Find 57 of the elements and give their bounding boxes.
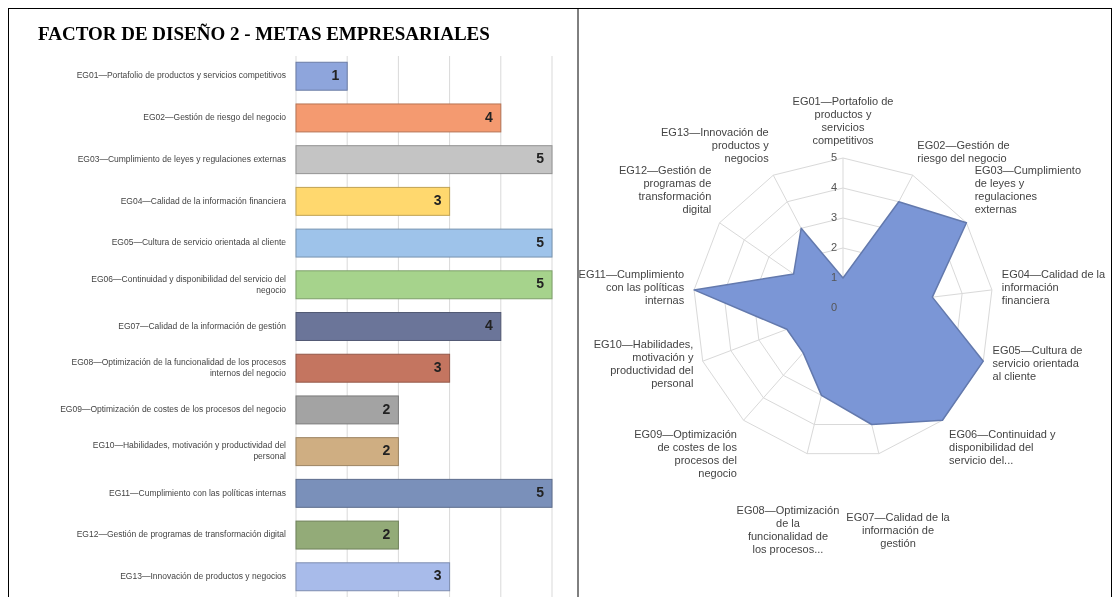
- y-tick-label: EG06—Continuidad y disponibilidad del servicio del negocio: [91, 273, 287, 295]
- data-label: 3: [433, 567, 442, 584]
- data-label: 4: [485, 108, 493, 125]
- y-tick-label: EG08—Optimización de la funcionalidad de los procesos internos del negocio: [71, 356, 287, 378]
- y-tick-label: EG09—Optimización de costes de los procesos del negocio: [60, 404, 287, 415]
- chart-title: FACTOR DE DISEÑO 2 - METAS EMPRESARIALES: [38, 23, 490, 44]
- data-label: 5: [536, 484, 545, 501]
- y-tick-label: EG05—Cultura de servicio orientada al cliente: [111, 237, 287, 248]
- spoke-label: EG13—Innovación de productos y negocios: [661, 126, 770, 165]
- bar: [295, 437, 399, 467]
- data-label: 5: [536, 233, 545, 250]
- data-label: 2: [382, 400, 391, 417]
- y-tick-label: EG07—Calidad de la información de gestión: [118, 320, 287, 331]
- bar: [295, 228, 553, 258]
- y-tick-label: 2: [830, 240, 837, 253]
- bar: [295, 145, 553, 175]
- spoke-label: EG08—Optimización de la funcionalidad de los procesos...: [736, 504, 840, 556]
- y-tick-label: EG01—Portafolio de productos y servicios competitivos: [76, 70, 286, 81]
- data-label: 5: [536, 150, 545, 167]
- spoke-label: EG02—Gestión de riesgo del negocio: [917, 139, 1010, 165]
- bar: [295, 395, 399, 425]
- data-label: 5: [536, 275, 545, 292]
- y-tick-label: 4: [830, 180, 837, 193]
- bar: [295, 312, 502, 341]
- y-tick-label: 3: [830, 210, 837, 223]
- bar: [295, 186, 451, 216]
- y-tick-label: 0: [830, 300, 837, 313]
- bar: [295, 103, 502, 133]
- y-tick-label: EG03—Cumplimiento de leyes y regulaciones externas: [77, 153, 286, 164]
- bar: [295, 61, 348, 91]
- data-label: 4: [485, 317, 493, 334]
- bar: [295, 478, 553, 508]
- y-tick-label: EG13—Innovación de productos y negocios: [120, 571, 286, 582]
- spoke-label: EG04—Calidad de la información financiera: [1001, 268, 1107, 307]
- spoke-label: EG05—Cultura de servicio orientada al cliente: [992, 344, 1083, 383]
- y-tick-label: EG11—Cumplimiento con las políticas internas: [108, 487, 286, 498]
- y-tick-label: EG02—Gestión de riesgo del negocio: [143, 112, 287, 123]
- spoke-label: EG06—Continuidad y disponibilidad del servicio del...: [949, 427, 1056, 466]
- y-tick-label: EG10—Habilidades, motivación y productividad del personal: [92, 440, 287, 462]
- spoke-label: EG03—Cumplimiento de leyes y regulaciones externas: [974, 164, 1082, 216]
- data-label: 2: [382, 525, 391, 542]
- bar: [295, 562, 451, 592]
- bar: [295, 520, 399, 550]
- data-label: 3: [433, 192, 442, 209]
- bar: [295, 270, 553, 300]
- spoke-label: EG10—Habilidades, motivación y productividad del personal: [593, 337, 694, 389]
- bar: [295, 353, 451, 383]
- y-tick-label: EG12—Gestión de programas de transformación digital: [76, 529, 287, 540]
- data-label: 1: [331, 66, 340, 83]
- y-tick-label: EG04—Calidad de la información financiera: [120, 195, 287, 206]
- y-tick-label: 5: [830, 150, 837, 163]
- data-label: 2: [382, 442, 391, 459]
- data-label: 3: [433, 358, 442, 375]
- y-tick-label: 1: [830, 270, 837, 283]
- spoke-label: EG12—Gestión de programas de transformación digital: [618, 164, 712, 216]
- spoke-label: EG09—Optimización de costes de los procesos del negocio: [634, 427, 738, 479]
- spoke-label: EG11—Cumplimiento con las políticas internas: [578, 268, 685, 307]
